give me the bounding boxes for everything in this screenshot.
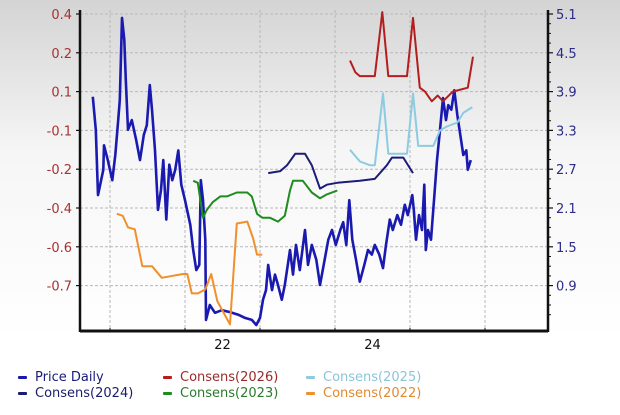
legend-label: Consens(2023) [180, 386, 279, 401]
right-tick-label: 0.9 [556, 280, 577, 295]
series-line-price-daily [91, 16, 473, 327]
legend-marker [163, 376, 172, 379]
series-line-consens-2025 [349, 92, 473, 167]
left-tick-label: -0.7 [47, 280, 72, 295]
series-lines [91, 11, 474, 327]
chart-background [0, 0, 620, 340]
right-tick-label: 5.1 [556, 8, 577, 23]
legend-marker [306, 392, 315, 395]
legend-marker [306, 376, 315, 379]
right-tick-label: 2.1 [556, 202, 577, 217]
right-tick-label: 3.9 [556, 86, 577, 101]
legend-marker [18, 376, 27, 379]
left-tick-label: 0.1 [51, 86, 72, 101]
left-tick-label: -0.1 [47, 124, 72, 139]
axes [76, 10, 553, 333]
legend-item-consens-2022: Consens(2022) [306, 386, 421, 401]
legend-item-price-daily: Price Daily [18, 370, 104, 385]
legend-marker [18, 392, 27, 395]
series-line-consens-2026 [349, 11, 474, 103]
legend-item-consens-2026: Consens(2026) [163, 370, 278, 385]
legend-item-consens-2024: Consens(2024) [18, 386, 133, 401]
left-tick-label: 0.4 [51, 8, 72, 23]
x-tick-label: 24 [364, 338, 381, 353]
series-line-consens-2022 [116, 212, 263, 326]
left-tick-label: -0.6 [47, 241, 72, 256]
legend-marker [163, 392, 172, 395]
left-tick-label: -0.4 [47, 202, 72, 217]
legend-label: Consens(2024) [35, 386, 134, 401]
legend-item-consens-2023: Consens(2023) [163, 386, 278, 401]
right-tick-label: 3.3 [556, 124, 577, 139]
legend-label: Consens(2026) [180, 370, 279, 385]
x-tick-label: 22 [214, 338, 231, 353]
tick-labels: 0.4 0.2 0.1 -0.1 -0.2 -0.4 -0.6 -0.7 5.1 4.5 3.9 3.… [47, 8, 577, 353]
series-line-consens-2023 [192, 179, 338, 223]
left-tick-label: 0.2 [51, 47, 72, 62]
legend-label: Consens(2022) [323, 386, 422, 401]
right-tick-label: 1.5 [556, 241, 577, 256]
right-tick-label: 4.5 [556, 47, 577, 62]
series-line-consens-2024 [268, 152, 414, 190]
legend-label: Consens(2025) [323, 370, 422, 385]
left-tick-label: -0.2 [47, 163, 72, 178]
legend-label: Price Daily [35, 370, 104, 385]
right-tick-label: 2.7 [556, 163, 577, 178]
legend-item-consens-2025: Consens(2025) [306, 370, 421, 385]
